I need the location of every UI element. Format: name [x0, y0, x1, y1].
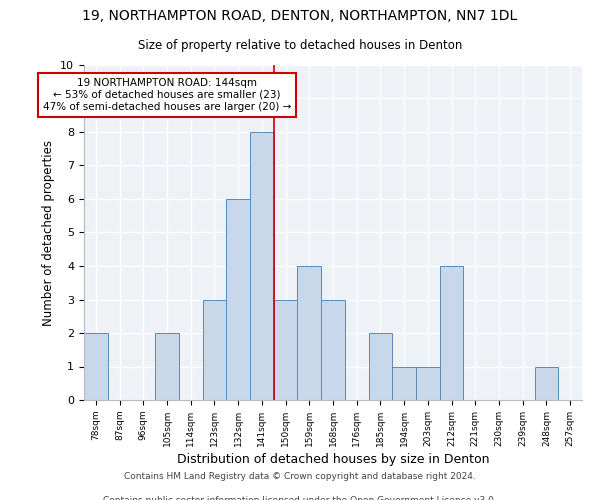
Bar — [203, 300, 226, 400]
Bar — [155, 333, 179, 400]
Bar — [440, 266, 463, 400]
Bar — [321, 300, 345, 400]
Bar — [250, 132, 274, 400]
Bar — [392, 366, 416, 400]
Text: Size of property relative to detached houses in Denton: Size of property relative to detached ho… — [138, 39, 462, 52]
Bar — [298, 266, 321, 400]
Bar — [84, 333, 108, 400]
Bar — [368, 333, 392, 400]
X-axis label: Distribution of detached houses by size in Denton: Distribution of detached houses by size … — [177, 453, 489, 466]
Bar — [226, 199, 250, 400]
Text: Contains HM Land Registry data © Crown copyright and database right 2024.: Contains HM Land Registry data © Crown c… — [124, 472, 476, 481]
Bar — [274, 300, 298, 400]
Text: 19 NORTHAMPTON ROAD: 144sqm
← 53% of detached houses are smaller (23)
47% of sem: 19 NORTHAMPTON ROAD: 144sqm ← 53% of det… — [43, 78, 291, 112]
Text: Contains public sector information licensed under the Open Government Licence v3: Contains public sector information licen… — [103, 496, 497, 500]
Y-axis label: Number of detached properties: Number of detached properties — [42, 140, 55, 326]
Text: 19, NORTHAMPTON ROAD, DENTON, NORTHAMPTON, NN7 1DL: 19, NORTHAMPTON ROAD, DENTON, NORTHAMPTO… — [82, 9, 518, 23]
Bar — [535, 366, 558, 400]
Bar — [416, 366, 440, 400]
